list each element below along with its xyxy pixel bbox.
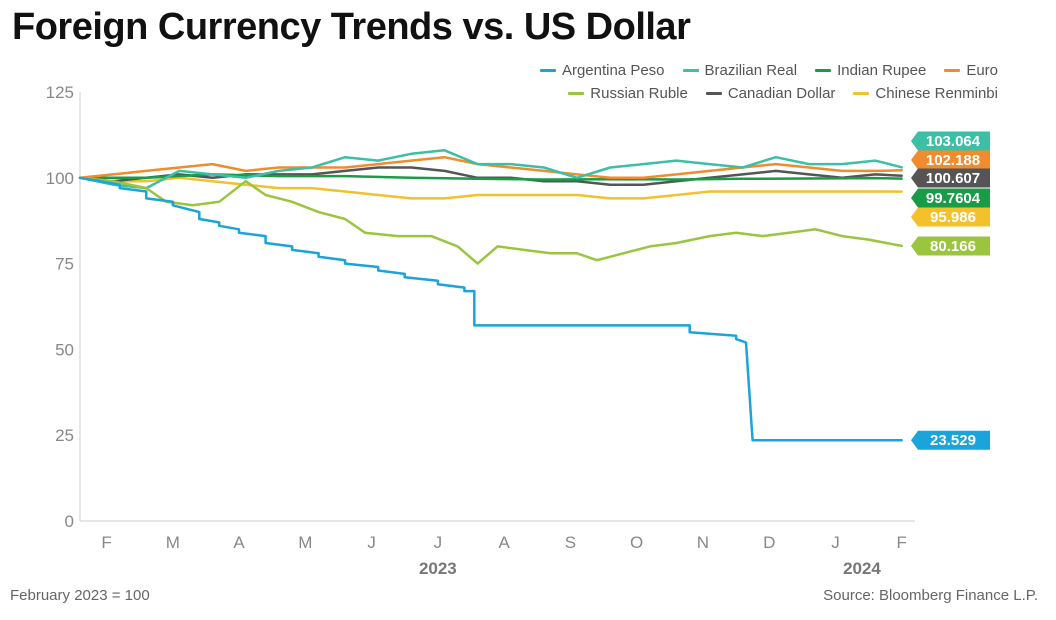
legend-swatch [539, 69, 556, 72]
end-label-tag [911, 430, 990, 450]
end-label-tag [911, 188, 990, 208]
legend-swatch [944, 69, 961, 72]
baseline-note: February 2023 = 100 [10, 587, 150, 604]
series-line-euro [78, 155, 903, 180]
source-note: Source: Bloomberg Finance L.P. [823, 587, 1038, 604]
y-tick-label: 75 [55, 255, 74, 274]
x-tick-label: A [233, 533, 245, 552]
y-tick-label: 125 [46, 83, 74, 102]
legend-swatch [705, 92, 722, 95]
end-label-text: 100.607 [926, 170, 980, 187]
series-line-brazilian-real [78, 149, 903, 190]
y-tick-label: 100 [46, 169, 74, 188]
series-line-argentina-peso [78, 176, 903, 442]
legend-swatch [853, 92, 870, 95]
legend-label: Russian Ruble [590, 85, 688, 102]
end-label-text: 102.188 [926, 152, 980, 169]
end-label-text: 99.7604 [926, 190, 981, 207]
end-label-tag [911, 236, 990, 256]
y-tick-label: 0 [65, 512, 74, 531]
end-label-ars: 23.529 [911, 430, 990, 450]
legend-swatch [568, 92, 585, 95]
end-label-tag [911, 150, 990, 170]
legend-label: Brazilian Real [704, 62, 798, 79]
legend-label: Euro [966, 62, 998, 79]
x-tick-label: F [897, 533, 907, 552]
legend-row-1: Argentina Peso Brazilian Real Indian Rup… [478, 62, 998, 79]
legend-item-brazilian-real: Brazilian Real [682, 62, 798, 79]
end-label-text: 95.986 [930, 209, 976, 226]
y-tick-label: 50 [55, 340, 74, 359]
legend-label: Chinese Renminbi [875, 85, 998, 102]
end-label-cny: 95.986 [911, 207, 990, 227]
year-label: 2023 [419, 559, 457, 578]
legend-label: Indian Rupee [837, 62, 927, 79]
end-label-tag [911, 207, 990, 227]
legend-item-russian-ruble: Russian Ruble [568, 85, 688, 102]
series-line-chinese-renminbi [78, 176, 903, 200]
series-line-russian-ruble [78, 176, 903, 265]
x-tick-label: O [630, 533, 643, 552]
x-tick-label: D [763, 533, 775, 552]
legend-swatch [682, 69, 699, 72]
end-label-tag [911, 168, 990, 188]
x-tick-label: J [367, 533, 376, 552]
end-label-cad: 100.607 [911, 168, 990, 188]
legend-row-2: Russian Ruble Canadian Dollar Chinese Re… [478, 85, 998, 102]
x-tick-label: M [298, 533, 312, 552]
x-tick-label: F [101, 533, 111, 552]
end-label-tag [911, 131, 990, 151]
chart-title: Foreign Currency Trends vs. US Dollar [12, 6, 691, 48]
end-label-text: 80.166 [930, 238, 976, 255]
legend-item-chinese-renminbi: Chinese Renminbi [853, 85, 998, 102]
legend-swatch [815, 69, 832, 72]
legend-label: Argentina Peso [561, 62, 665, 79]
legend-item-argentina-peso: Argentina Peso [539, 62, 665, 79]
x-tick-label: S [565, 533, 576, 552]
x-tick-label: A [498, 533, 510, 552]
end-label-inr: 99.7604 [911, 188, 990, 208]
end-label-text: 103.064 [926, 133, 981, 150]
end-label-text: 23.529 [930, 432, 976, 449]
x-tick-label: M [166, 533, 180, 552]
x-tick-label: J [831, 533, 840, 552]
legend-label: Canadian Dollar [727, 85, 836, 102]
legend-item-indian-rupee: Indian Rupee [815, 62, 926, 79]
end-label-rub: 80.166 [911, 236, 990, 256]
legend-item-canadian-dollar: Canadian Dollar [705, 85, 836, 102]
end-label-eur: 102.188 [911, 150, 990, 170]
x-tick-label: N [697, 533, 709, 552]
end-label-brl: 103.064 [911, 131, 990, 151]
year-label: 2024 [843, 559, 881, 578]
legend: Argentina Peso Brazilian Real Indian Rup… [478, 62, 998, 108]
legend-item-euro: Euro [944, 62, 998, 79]
y-tick-label: 25 [55, 426, 74, 445]
x-tick-label: J [434, 533, 443, 552]
